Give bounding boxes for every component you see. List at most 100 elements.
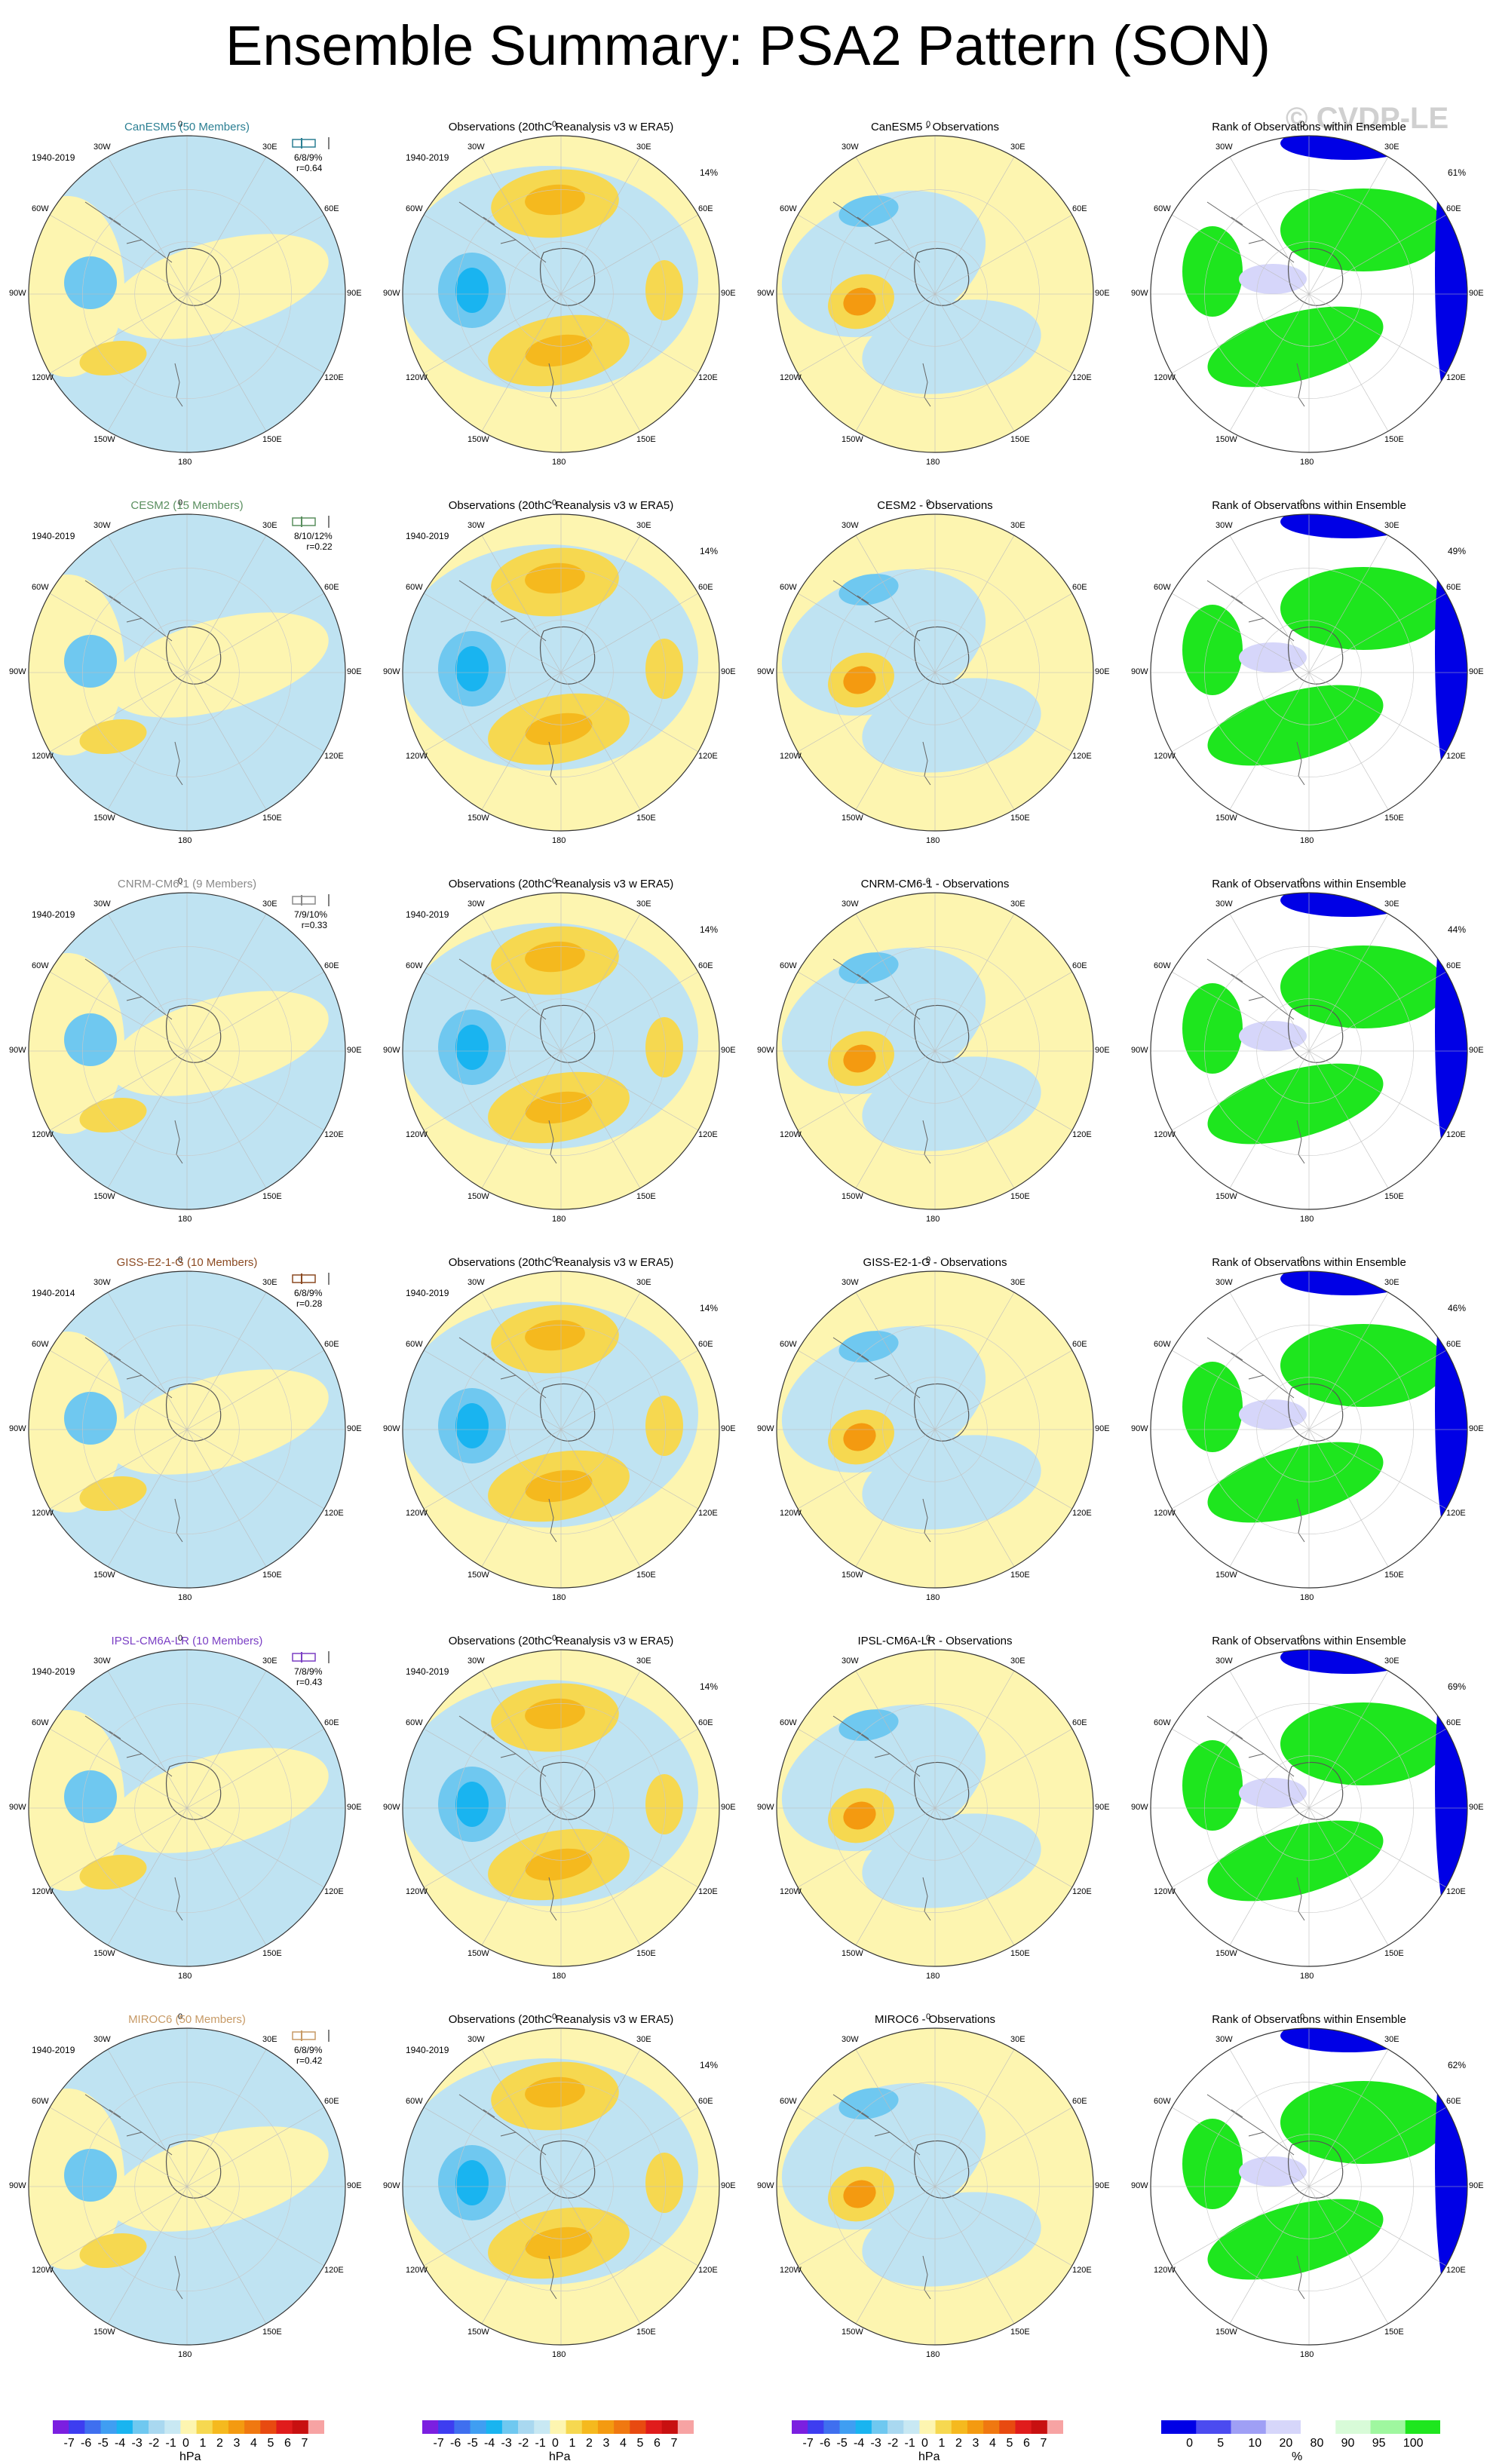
longitude-label: 120W: [32, 2266, 54, 2275]
colorbar-swatch: [1031, 2420, 1048, 2434]
colorbar-swatch: [581, 2420, 599, 2434]
longitude-label: 120E: [697, 1509, 718, 1518]
colorbar: [792, 2420, 1063, 2434]
longitude-label: 60E: [1071, 1340, 1087, 1349]
longitude-label: 90E: [347, 289, 362, 298]
longitude-label: 90E: [1469, 289, 1484, 298]
ensemble-stats: 6/8/9% r=0.28: [294, 1288, 322, 1309]
longitude-label: 120W: [780, 373, 802, 382]
longitude-label: 0: [926, 2012, 931, 2021]
antarctica-outline: [913, 626, 970, 685]
longitude-label: 120E: [1445, 1130, 1466, 1139]
ensemble-boxplot: [292, 1273, 330, 1285]
panel-diff-row1: 0 30E 60E 90E 120E 150E 180 150W 120W 90W 60W 30W Ca…: [748, 98, 1122, 475]
longitude-label: 30E: [636, 899, 651, 909]
ensemble-stats: 6/8/9% r=0.42: [294, 2045, 322, 2066]
longitude-label: 120E: [323, 1509, 344, 1518]
longitude-label: 60E: [1071, 961, 1087, 970]
longitude-label: 60E: [323, 583, 339, 592]
colorbar-tick: -6: [820, 2437, 831, 2450]
watermark: © CVDP-LE: [1286, 102, 1449, 135]
ensemble-spread: 6/8/9%: [294, 152, 323, 163]
longitude-label: 150W: [468, 1570, 489, 1580]
longitude-label: 30W: [1216, 143, 1233, 152]
colorbar-tick: 0: [182, 2437, 189, 2450]
longitude-label: 60E: [323, 2097, 339, 2106]
south-america-outline: [84, 1715, 173, 1777]
panel-rank-row1: 0 30E 60E 90E 120E 150E 180 150W 120W 90W 60W 30W Ra…: [1122, 98, 1496, 475]
longitude-label: 180: [1300, 1972, 1314, 1981]
longitude-label: 0: [552, 2012, 557, 2021]
positive-anomaly: [525, 1698, 585, 1730]
variance-pct: 14%: [700, 2060, 719, 2070]
longitude-label: 30W: [468, 1656, 485, 1666]
new-zealand-outline: [922, 741, 931, 786]
polar-map: [1150, 892, 1468, 1210]
pattern-correlation: r=0.64: [296, 163, 323, 173]
negative-anomaly: [862, 299, 1041, 394]
colorbar-tick: -2: [149, 2437, 160, 2450]
colorbar-swatch: [212, 2420, 229, 2434]
colorbar-swatch: [871, 2420, 888, 2434]
graticule: [777, 2028, 1093, 2345]
south-america-outline: [832, 1715, 921, 1777]
longitude-label: 30E: [636, 1278, 651, 1287]
rank-green-region: [1280, 2081, 1446, 2164]
longitude-label: 180: [552, 1593, 566, 1602]
negative-anomaly: [455, 268, 489, 313]
new-zealand-outline: [922, 1877, 931, 1921]
graticule: [1151, 893, 1467, 1209]
longitude-label: 60W: [780, 583, 797, 592]
colorbar-swatch: [534, 2420, 550, 2434]
colorbar-swatch: [792, 2420, 808, 2434]
colorbar-tick: -2: [518, 2437, 529, 2450]
colorbar-tick: -4: [854, 2437, 865, 2450]
ensemble-boxplot: [292, 2030, 330, 2042]
panel-diff-row2: 0 30E 60E 90E 120E 150E 180 150W 120W 90W 60W 30W CE…: [748, 477, 1122, 854]
longitude-label: 90W: [757, 1424, 774, 1433]
map-border: [28, 2027, 346, 2346]
south-america-outline: [458, 1337, 547, 1399]
graticule: [777, 1650, 1093, 1966]
new-zealand-outline: [922, 363, 931, 407]
panel-model-row1: 0 30E 60E 90E 120E 150E 180 150W 120W 90W 60W 30W Ca…: [0, 98, 374, 475]
longitude-label: 120W: [1154, 1130, 1176, 1139]
colorbar-swatch: [839, 2420, 857, 2434]
longitude-label: 90W: [757, 2181, 774, 2190]
polar-map: [402, 135, 720, 453]
positive-anomaly: [525, 562, 585, 594]
colorbar-tick: 5: [1217, 2437, 1225, 2450]
south-america-outline: [1206, 1715, 1295, 1777]
panel-obs-row3: 0 30E 60E 90E 120E 150E 180 150W 120W 90W 60W 30W Ob…: [374, 855, 748, 1232]
rank-green-region: [1207, 1442, 1384, 1523]
colorbar-tick: 4: [989, 2437, 996, 2450]
longitude-label: 150E: [636, 2327, 656, 2337]
colorbar-unit: hPa: [179, 2450, 201, 2463]
new-zealand-outline: [1296, 2255, 1305, 2300]
longitude-label: 180: [1300, 1215, 1314, 1224]
longitude-label: 60E: [1445, 583, 1461, 592]
graticule: [29, 1650, 345, 1966]
longitude-label: 180: [1300, 2350, 1314, 2359]
negative-anomaly: [64, 1770, 117, 1823]
longitude-label: 180: [178, 836, 192, 845]
longitude-label: 120W: [1154, 1509, 1176, 1518]
positive-anomaly: [645, 1774, 683, 1834]
obs-title: Observations (20thC Reanalysis v3 w ERA5…: [448, 121, 674, 133]
colorbar-tick: 100: [1402, 2437, 1424, 2450]
positive-anomaly: [525, 2076, 585, 2108]
ensemble-boxplot: [292, 137, 330, 149]
colorbar-swatch: [630, 2420, 646, 2434]
colorbar-tick: 5: [1006, 2437, 1013, 2450]
longitude-label: 90W: [383, 1046, 400, 1055]
colorbar-swatch: [518, 2420, 535, 2434]
colorbar-swatch: [69, 2420, 85, 2434]
map-border: [28, 1270, 346, 1589]
longitude-label: 120E: [323, 2266, 344, 2275]
longitude-label: 60W: [32, 204, 49, 213]
positive-anomaly: [79, 340, 147, 376]
longitude-label: 60W: [1154, 583, 1171, 592]
longitude-label: 30E: [1010, 143, 1025, 152]
longitude-label: 30W: [468, 899, 485, 909]
longitude-label: 180: [926, 2350, 940, 2359]
